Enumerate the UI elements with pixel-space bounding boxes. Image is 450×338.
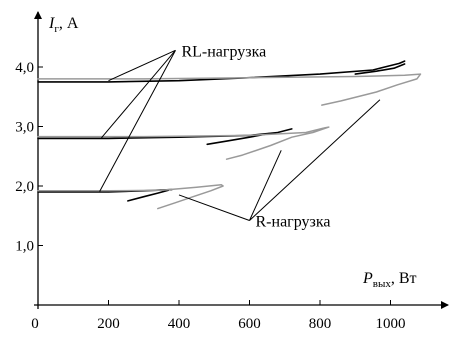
annotation-leader-1-0 (178, 194, 250, 221)
axes (34, 11, 449, 309)
x-axis-subscript: вых (373, 278, 392, 290)
x-axis-symbol: P (362, 270, 373, 287)
y-tick-label: 1,0 (15, 239, 34, 255)
annotation-label-0: RL-нагрузка (181, 43, 266, 60)
x-tick-label: 0 (31, 316, 39, 332)
x-tick-label: 1000 (376, 316, 406, 332)
annotation-leader-0-1 (101, 50, 176, 139)
x-tick-label: 600 (238, 316, 261, 332)
annotation-leader-0-2 (99, 50, 176, 192)
series-line-rl-7 (127, 189, 170, 202)
x-axis-label: Pвых, Вт (362, 270, 417, 290)
annotation-leader-1-1 (249, 150, 282, 221)
y-tick-label: 2,0 (15, 179, 34, 195)
series-layer (37, 60, 422, 210)
y-axis-label: Iг, А (48, 15, 79, 35)
y-axis-subscript: г (54, 23, 59, 35)
x-tick-label: 200 (97, 316, 120, 332)
y-tick-label: 3,0 (15, 120, 34, 136)
annotation-leader-0-0 (108, 49, 176, 82)
series-line-rl-0 (37, 60, 406, 83)
annotations: RL-нагрузка R-нагрузка (99, 43, 381, 231)
y-axis-unit: , А (59, 15, 79, 32)
x-tick-label: 800 (309, 316, 332, 332)
x-axis-unit: , Вт (391, 270, 417, 287)
series-line-r-8 (37, 184, 224, 210)
annotation-label-1: R-нагрузка (256, 214, 331, 231)
y-tick-label: 4,0 (15, 60, 34, 76)
annotation-leader-1-2 (249, 99, 381, 221)
series-line-r-2 (37, 73, 422, 106)
series-line-r-5 (37, 126, 330, 160)
y-axis-symbol: I (48, 15, 55, 32)
x-tick-label: 400 (168, 316, 191, 332)
ticks: 0 200 400 600 800 1000 1,0 2,0 3,0 4,0 (15, 60, 405, 332)
series-line-rl-1 (354, 63, 406, 75)
